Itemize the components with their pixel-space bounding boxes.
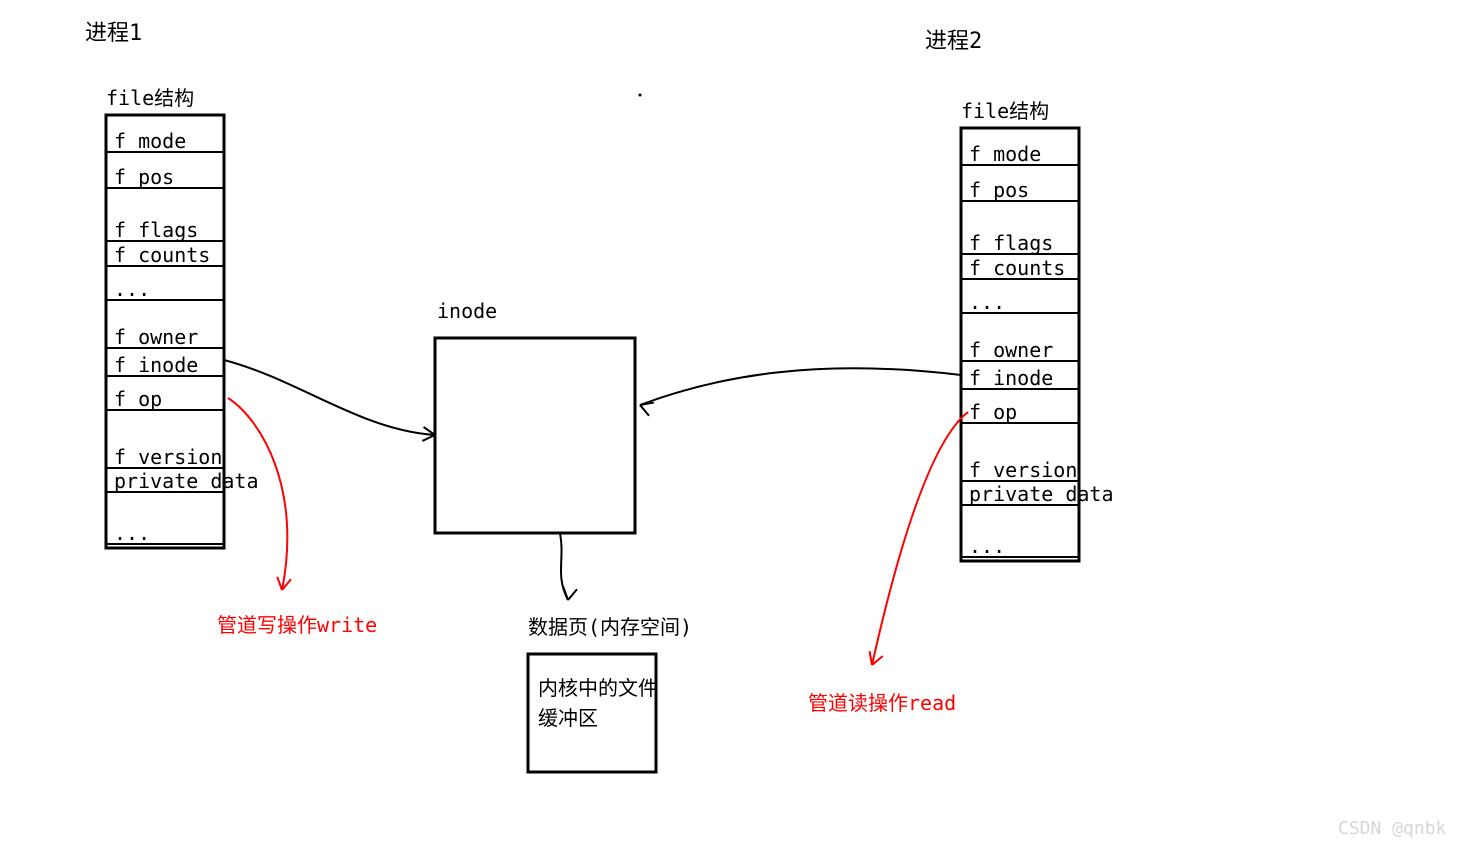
label-data-page: 数据页(内存空间)	[528, 615, 692, 639]
struct1-field: f_version	[114, 445, 222, 469]
label-pipe-read: 管道读操作read	[808, 691, 956, 715]
file-struct-2: f_mode f_pos f_flagsf_counts... f_owner f_in…	[961, 128, 1114, 561]
arrow-left_finode_to_inode	[224, 360, 435, 435]
label-file-struct-1: file结构	[106, 86, 194, 110]
struct1-field: f_inode	[114, 353, 198, 377]
struct2-field: f_version	[969, 458, 1077, 482]
buffer-text-line2: 缓冲区	[538, 706, 598, 730]
struct1-field: f_counts	[114, 243, 210, 267]
title-process1: 进程1	[85, 21, 142, 46]
struct2-field: ...	[969, 290, 1005, 314]
struct2-field: f_mode	[969, 142, 1041, 166]
label-file-struct-2: file结构	[961, 99, 1049, 123]
struct1-field: f_op	[114, 387, 162, 411]
struct2-field: f_flags	[969, 231, 1053, 255]
stray-dot	[639, 94, 642, 97]
arrow-right_finode_to_inode	[640, 368, 961, 405]
struct2-field: f_owner	[969, 338, 1053, 362]
diagram-canvas: 进程1 进程2 file结构 file结构 f_mode f_pos f_flags…	[0, 0, 1468, 855]
struct2-field: ...	[969, 534, 1005, 558]
arrow-red_read	[872, 412, 968, 665]
label-inode: inode	[437, 299, 497, 323]
struct1-field: f_owner	[114, 325, 198, 349]
watermark: CSDN @qnbk	[1338, 818, 1447, 839]
struct2-field: private_data	[969, 482, 1114, 506]
struct1-field: ...	[114, 521, 150, 545]
struct1-field: f_flags	[114, 218, 198, 242]
struct1-field: private_data	[114, 469, 259, 493]
label-pipe-write: 管道写操作write	[217, 613, 377, 637]
struct1-field: f_pos	[114, 165, 174, 189]
buffer-text-line1: 内核中的文件	[538, 676, 658, 700]
title-process2: 进程2	[925, 29, 982, 54]
struct2-field: f_pos	[969, 178, 1029, 202]
file-struct-1: f_mode f_pos f_flagsf_counts... f_owner f_in…	[106, 115, 259, 548]
struct2-field: f_op	[969, 400, 1017, 424]
struct2-field: f_inode	[969, 366, 1053, 390]
struct1-field: ...	[114, 277, 150, 301]
struct1-field: f_mode	[114, 129, 186, 153]
struct2-field: f_counts	[969, 256, 1065, 280]
arrow-red_write	[228, 398, 287, 590]
inode-box	[435, 338, 635, 533]
